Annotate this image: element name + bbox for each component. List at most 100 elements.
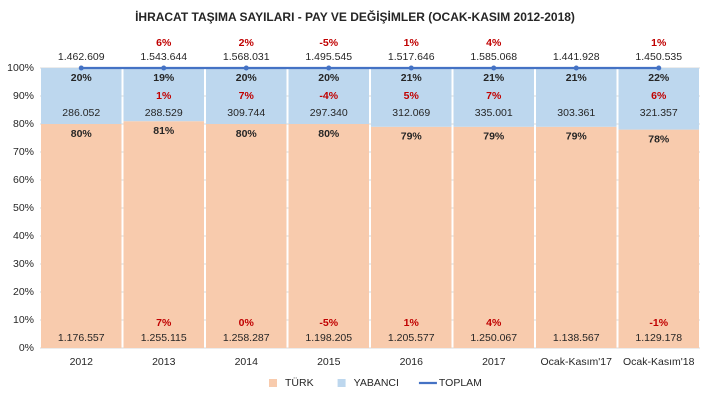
share-label: 80% — [318, 128, 340, 140]
change-label: 1% — [651, 37, 667, 49]
change-label: 6% — [651, 90, 667, 102]
y-tick-label: 90% — [13, 90, 34, 102]
change-label: 0% — [239, 317, 255, 329]
x-tick-label: 2012 — [70, 356, 94, 368]
share-label: 21% — [483, 72, 505, 84]
share-label: 80% — [236, 128, 258, 140]
share-label: 79% — [483, 131, 505, 143]
count-label: 1.205.577 — [388, 332, 435, 344]
count-label: 321.357 — [640, 107, 678, 119]
share-label: 81% — [153, 125, 175, 137]
change-label: 4% — [486, 317, 502, 329]
count-label: 1.138.567 — [553, 332, 600, 344]
share-label: 78% — [648, 133, 670, 145]
y-tick-label: 30% — [13, 258, 34, 270]
change-label: -5% — [319, 317, 338, 329]
line-marker — [573, 65, 579, 71]
bar-segment — [536, 126, 617, 348]
x-tick-label: 2015 — [317, 356, 341, 368]
change-label: -4% — [319, 90, 338, 102]
bar-segment — [453, 68, 534, 127]
x-tick-label: 2013 — [152, 356, 176, 368]
y-tick-label: 10% — [13, 314, 34, 326]
bar-segment — [123, 68, 204, 122]
count-label: 1.568.031 — [223, 51, 270, 63]
line-marker — [326, 65, 332, 71]
count-label: 309.744 — [227, 107, 265, 119]
count-label: 1.543.644 — [140, 51, 187, 63]
change-label: 7% — [239, 90, 255, 102]
x-tick-label: 2014 — [235, 356, 259, 368]
bar-segment — [371, 68, 452, 127]
share-label: 80% — [71, 128, 93, 140]
bar-segment — [206, 68, 287, 124]
line-marker — [656, 65, 662, 71]
change-label: -5% — [319, 37, 338, 49]
y-tick-label: 0% — [19, 342, 34, 354]
bar-segment — [41, 68, 122, 124]
change-label: 7% — [156, 317, 172, 329]
line-marker — [408, 65, 414, 71]
count-label: 286.052 — [62, 107, 100, 119]
change-label: 2% — [239, 37, 255, 49]
line-marker — [243, 65, 249, 71]
change-label: 1% — [404, 37, 420, 49]
bar-segment — [453, 126, 534, 348]
share-label: 21% — [401, 72, 423, 84]
change-label: 6% — [156, 37, 172, 49]
change-label: 7% — [486, 90, 502, 102]
x-tick-label: Ocak-Kasım'17 — [541, 356, 613, 368]
count-label: 1.450.535 — [635, 51, 682, 63]
legend-label: TOPLAM — [439, 377, 482, 389]
bar-segment — [371, 126, 452, 348]
bar-segment — [206, 124, 287, 348]
y-tick-label: 80% — [13, 118, 34, 130]
legend-swatch — [337, 379, 346, 387]
bar-segment — [288, 68, 369, 124]
count-label: 1.198.205 — [305, 332, 352, 344]
bar-segment — [618, 129, 699, 348]
share-label: 20% — [236, 72, 258, 84]
y-tick-label: 100% — [7, 62, 34, 74]
legend-swatch — [269, 379, 277, 387]
chart-title: İHRACAT TAŞIMA SAYILARI - PAY VE DEĞİŞİM… — [135, 9, 575, 24]
bar-segment — [41, 124, 122, 348]
count-label: 1.441.928 — [553, 51, 600, 63]
count-label: 297.340 — [310, 107, 348, 119]
count-label: 312.069 — [392, 107, 430, 119]
share-label: 20% — [71, 72, 93, 84]
bar-segment — [288, 124, 369, 348]
share-label: 79% — [566, 131, 588, 143]
change-label: 4% — [486, 37, 502, 49]
change-label: 1% — [156, 90, 172, 102]
x-tick-label: 2017 — [482, 356, 506, 368]
bar-segment — [618, 68, 699, 130]
count-label: 1.462.609 — [58, 51, 105, 63]
bar-segment — [123, 121, 204, 348]
x-tick-label: Ocak-Kasım'18 — [623, 356, 695, 368]
y-tick-label: 70% — [13, 146, 34, 158]
count-label: 1.258.287 — [223, 332, 270, 344]
count-label: 1.517.646 — [388, 51, 435, 63]
count-label: 1.255.115 — [141, 332, 187, 344]
bar-segment — [536, 68, 617, 127]
count-label: 1.250.067 — [470, 332, 517, 344]
y-tick-label: 60% — [13, 174, 34, 186]
count-label: 1.129.178 — [635, 332, 682, 344]
count-label: 1.176.557 — [58, 332, 105, 344]
count-label: 288.529 — [145, 107, 183, 119]
change-label: 1% — [404, 317, 420, 329]
share-label: 19% — [153, 72, 175, 84]
line-marker — [78, 65, 84, 71]
share-label: 79% — [401, 131, 423, 143]
legend-label: TÜRK — [285, 377, 314, 389]
change-label: -1% — [649, 317, 668, 329]
x-tick-label: 2016 — [400, 356, 424, 368]
share-label: 21% — [566, 72, 588, 84]
count-label: 335.001 — [475, 107, 513, 119]
legend-label: YABANCI — [354, 377, 399, 389]
count-label: 1.495.545 — [305, 51, 352, 63]
change-label: 5% — [404, 90, 420, 102]
count-label: 1.585.068 — [470, 51, 517, 63]
